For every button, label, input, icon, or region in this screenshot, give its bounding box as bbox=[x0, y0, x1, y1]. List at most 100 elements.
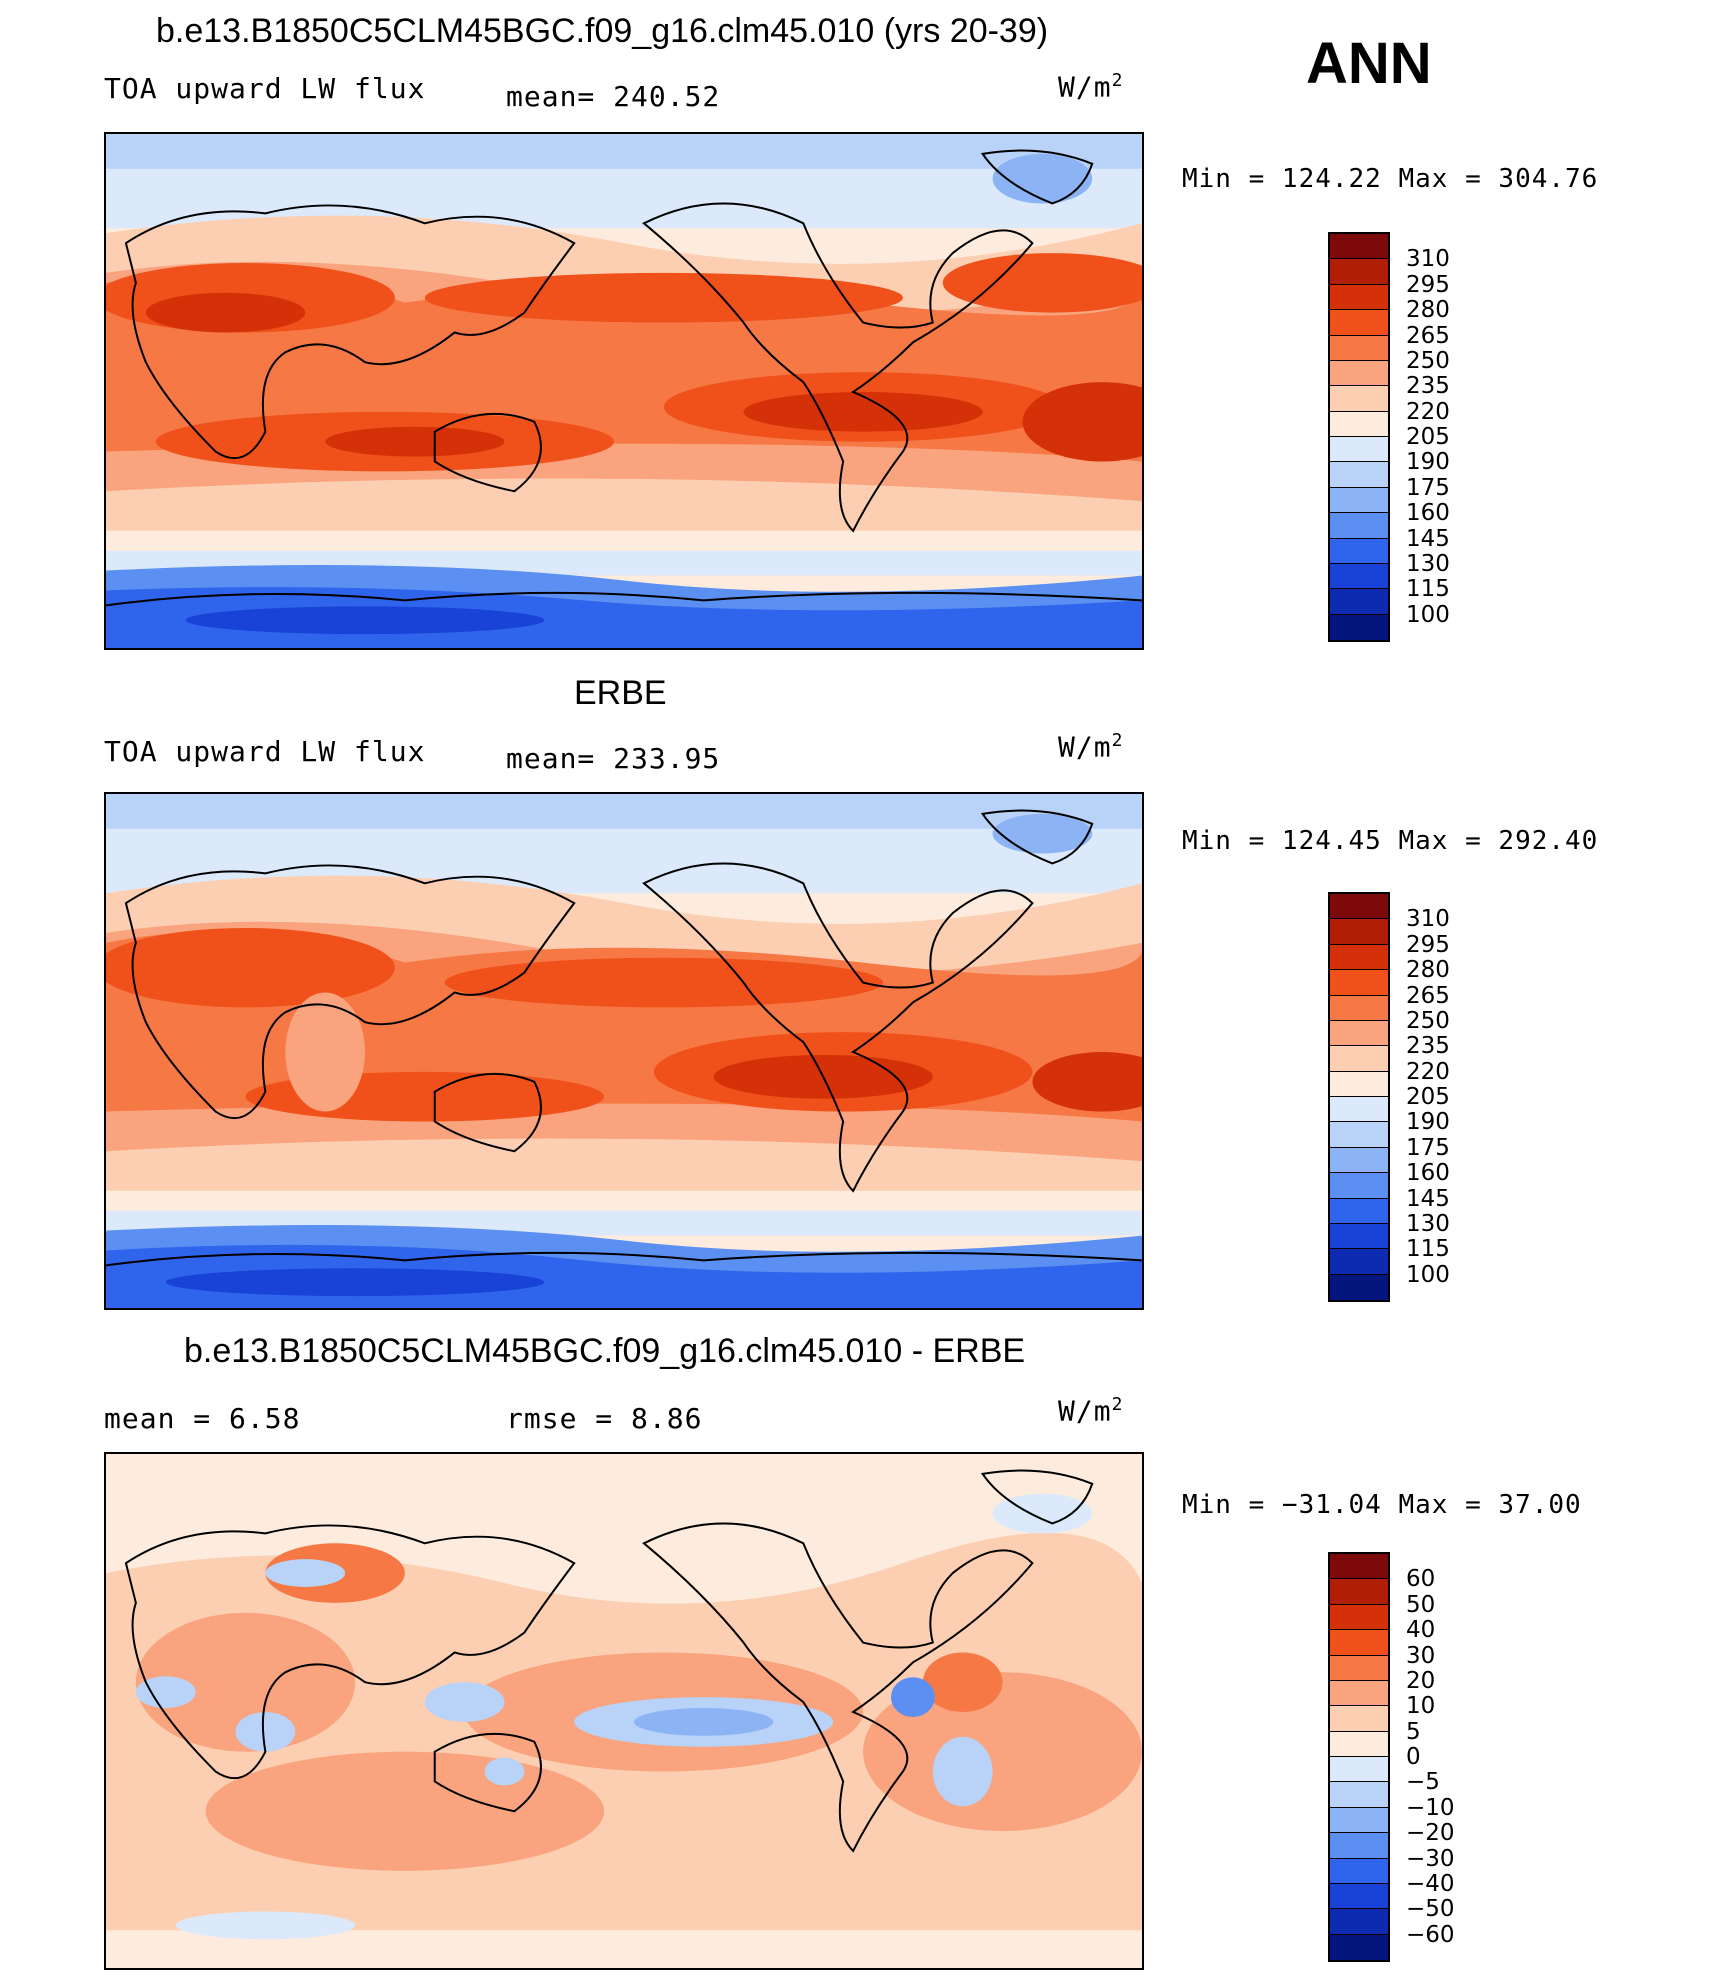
panel2-mean-label: mean= 233.95 bbox=[506, 742, 721, 775]
colorbar-tick-label: 220 bbox=[1406, 1058, 1450, 1085]
panel3-title: b.e13.B1850C5CLM45BGC.f09_g16.clm45.010 … bbox=[184, 1332, 1026, 1370]
colorbar-swatch bbox=[1330, 1655, 1388, 1681]
colorbar-swatch bbox=[1330, 1883, 1388, 1910]
colorbar-tick-label: 145 bbox=[1406, 1185, 1450, 1212]
colorbar-tick-label: 40 bbox=[1406, 1617, 1436, 1644]
colorbar-tick-label: 160 bbox=[1406, 1160, 1450, 1187]
panel3-map bbox=[104, 1452, 1144, 1970]
colorbar-swatch bbox=[1330, 1680, 1388, 1707]
colorbar-swatch bbox=[1330, 487, 1388, 514]
colorbar-swatch bbox=[1330, 944, 1388, 971]
colorbar-tick-label: −40 bbox=[1406, 1870, 1455, 1897]
colorbar-tick-label: 60 bbox=[1406, 1566, 1436, 1593]
colorbar-swatch bbox=[1330, 1731, 1388, 1757]
panel1-minmax: Min = 124.22 Max = 304.76 bbox=[1182, 164, 1599, 194]
colorbar-swatch bbox=[1330, 462, 1388, 488]
colorbar-swatch bbox=[1330, 437, 1388, 463]
colorbar-tick-label: 145 bbox=[1406, 525, 1450, 552]
colorbar-tick-label: 115 bbox=[1406, 576, 1450, 603]
panel2-units-label: W/m2 bbox=[1058, 730, 1124, 764]
colorbar-tick-label: 130 bbox=[1406, 1210, 1450, 1237]
colorbar-tick-label: 265 bbox=[1406, 982, 1450, 1009]
colorbar-tick-label: 295 bbox=[1406, 271, 1450, 298]
panel1-mean-label: mean= 240.52 bbox=[506, 80, 721, 113]
panel1-units-label: W/m2 bbox=[1058, 70, 1124, 104]
colorbar-swatch bbox=[1330, 1833, 1388, 1859]
colorbar-swatch bbox=[1330, 1909, 1388, 1935]
colorbar-tick-label: −5 bbox=[1406, 1769, 1440, 1796]
colorbar-tick-label: 115 bbox=[1406, 1236, 1450, 1263]
colorbar-tick-label: 175 bbox=[1406, 474, 1450, 501]
panel1-colorbar bbox=[1328, 232, 1390, 642]
colorbar-tick-label: 190 bbox=[1406, 449, 1450, 476]
season-label: ANN bbox=[1306, 31, 1432, 96]
colorbar-tick-label: −60 bbox=[1406, 1921, 1455, 1948]
colorbar-tick-label: 10 bbox=[1406, 1693, 1436, 1720]
colorbar-swatch bbox=[1330, 1934, 1388, 1960]
colorbar-swatch bbox=[1330, 1757, 1388, 1783]
colorbar-tick-label: 220 bbox=[1406, 398, 1450, 425]
colorbar-swatch bbox=[1330, 1071, 1388, 1097]
colorbar-tick-label: 250 bbox=[1406, 347, 1450, 374]
colorbar-tick-label: 280 bbox=[1406, 957, 1450, 984]
panel2-title: ERBE bbox=[574, 674, 667, 712]
colorbar-tick-label: 20 bbox=[1406, 1667, 1436, 1694]
colorbar-swatch bbox=[1330, 614, 1388, 640]
colorbar-tick-label: 130 bbox=[1406, 550, 1450, 577]
colorbar-swatch bbox=[1330, 411, 1388, 437]
panel2-variable-label: TOA upward LW flux bbox=[104, 735, 426, 768]
colorbar-tick-label: 235 bbox=[1406, 373, 1450, 400]
panel2-minmax: Min = 124.45 Max = 292.40 bbox=[1182, 826, 1599, 856]
colorbar-tick-label: 250 bbox=[1406, 1007, 1450, 1034]
colorbar-swatch bbox=[1330, 1046, 1388, 1072]
colorbar-swatch bbox=[1330, 1807, 1388, 1834]
colorbar-tick-label: 295 bbox=[1406, 931, 1450, 958]
colorbar-swatch bbox=[1330, 1147, 1388, 1174]
panel1-field bbox=[106, 134, 1142, 648]
colorbar-swatch bbox=[1330, 1706, 1388, 1732]
colorbar-swatch bbox=[1330, 1249, 1388, 1275]
colorbar-tick-label: 0 bbox=[1406, 1744, 1421, 1770]
colorbar-swatch bbox=[1330, 919, 1388, 945]
colorbar-tick-label: 310 bbox=[1406, 246, 1450, 273]
colorbar-tick-label: 310 bbox=[1406, 906, 1450, 933]
colorbar-swatch bbox=[1330, 1097, 1388, 1123]
panel1-variable-label: TOA upward LW flux bbox=[104, 72, 426, 105]
panel3-colorbar bbox=[1328, 1552, 1390, 1962]
colorbar-swatch bbox=[1330, 1223, 1388, 1250]
colorbar-tick-label: 160 bbox=[1406, 500, 1450, 527]
colorbar-tick-label: −30 bbox=[1406, 1845, 1455, 1872]
colorbar-tick-label: 190 bbox=[1406, 1109, 1450, 1136]
panel3-field bbox=[106, 1454, 1142, 1968]
colorbar-tick-label: 30 bbox=[1406, 1642, 1436, 1669]
colorbar-tick-label: −20 bbox=[1406, 1820, 1455, 1847]
colorbar-swatch bbox=[1330, 513, 1388, 539]
panel2-map bbox=[104, 792, 1144, 1310]
colorbar-swatch bbox=[1330, 1782, 1388, 1808]
colorbar-tick-label: 100 bbox=[1406, 601, 1450, 628]
panel1-title: b.e13.B1850C5CLM45BGC.f09_g16.clm45.010 … bbox=[156, 12, 1049, 50]
panel2-colorbar bbox=[1328, 892, 1390, 1302]
colorbar-swatch bbox=[1330, 259, 1388, 285]
colorbar-swatch bbox=[1330, 970, 1388, 996]
colorbar-swatch bbox=[1330, 1020, 1388, 1047]
colorbar-tick-label: 5 bbox=[1406, 1718, 1421, 1745]
panel2-field bbox=[106, 794, 1142, 1308]
colorbar-tick-label: 280 bbox=[1406, 297, 1450, 324]
panel3-mean-label: mean = 6.58 bbox=[104, 1402, 301, 1435]
colorbar-swatch bbox=[1330, 1274, 1388, 1300]
colorbar-swatch bbox=[1330, 1858, 1388, 1884]
colorbar-tick-label: 175 bbox=[1406, 1134, 1450, 1161]
panel3-minmax: Min = −31.04 Max = 37.00 bbox=[1182, 1490, 1582, 1520]
colorbar-swatch bbox=[1330, 589, 1388, 615]
colorbar-swatch bbox=[1330, 894, 1388, 920]
panel3-rmse-label: rmse = 8.86 bbox=[506, 1402, 703, 1435]
colorbar-tick-label: 100 bbox=[1406, 1261, 1450, 1288]
colorbar-tick-label: 205 bbox=[1406, 424, 1450, 450]
panel3-units-label: W/m2 bbox=[1058, 1394, 1124, 1428]
colorbar-swatch bbox=[1330, 284, 1388, 311]
colorbar-tick-label: −50 bbox=[1406, 1896, 1455, 1923]
colorbar-tick-label: 205 bbox=[1406, 1084, 1450, 1110]
colorbar-swatch bbox=[1330, 310, 1388, 336]
colorbar-tick-label: 235 bbox=[1406, 1033, 1450, 1060]
